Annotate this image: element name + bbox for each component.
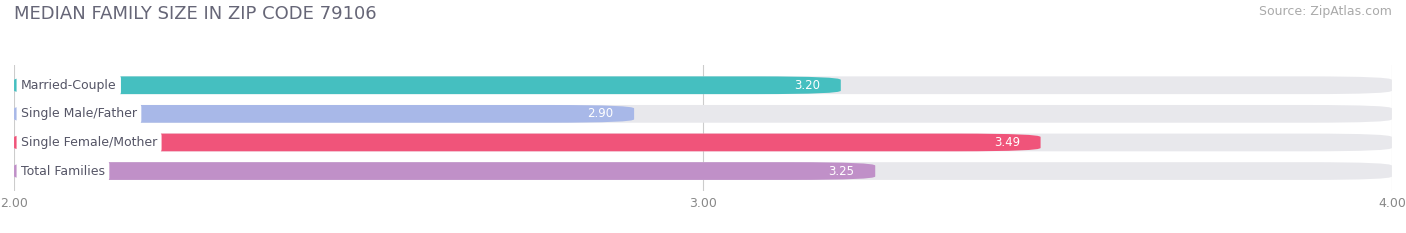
Text: Married-Couple: Married-Couple	[21, 79, 117, 92]
FancyBboxPatch shape	[14, 76, 841, 94]
Text: 3.20: 3.20	[794, 79, 820, 92]
FancyBboxPatch shape	[14, 162, 1392, 180]
FancyBboxPatch shape	[14, 105, 1392, 123]
FancyBboxPatch shape	[14, 134, 1392, 151]
Text: Single Female/Mother: Single Female/Mother	[21, 136, 157, 149]
FancyBboxPatch shape	[14, 105, 634, 123]
FancyBboxPatch shape	[14, 76, 1392, 94]
Text: MEDIAN FAMILY SIZE IN ZIP CODE 79106: MEDIAN FAMILY SIZE IN ZIP CODE 79106	[14, 5, 377, 23]
Text: Total Families: Total Families	[21, 164, 105, 178]
FancyBboxPatch shape	[14, 134, 1040, 151]
Text: Source: ZipAtlas.com: Source: ZipAtlas.com	[1258, 5, 1392, 18]
Text: 2.90: 2.90	[588, 107, 613, 120]
Text: 3.49: 3.49	[994, 136, 1019, 149]
Text: 3.25: 3.25	[828, 164, 855, 178]
Text: Single Male/Father: Single Male/Father	[21, 107, 136, 120]
FancyBboxPatch shape	[14, 162, 876, 180]
